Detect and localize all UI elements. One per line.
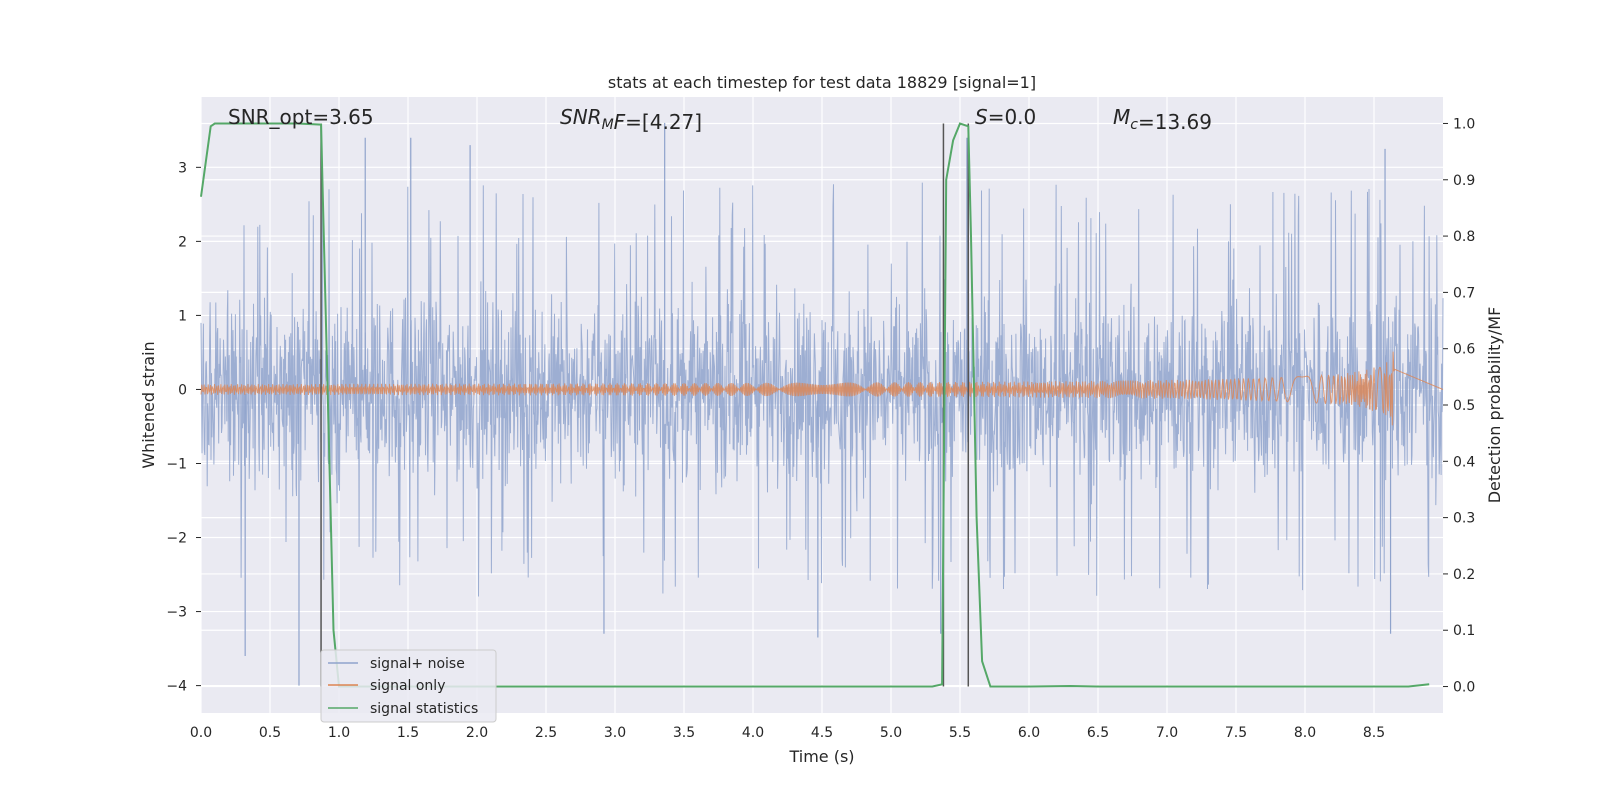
- y-tick-label-right: 0.1: [1453, 623, 1475, 639]
- y-axis-title-left: Whitened strain: [139, 341, 158, 468]
- y-tick-label-right: 0.2: [1453, 567, 1475, 583]
- legend: signal+ noise signal only signal statist…: [320, 649, 497, 723]
- annotation-label: SNR_opt=3.65: [228, 105, 374, 129]
- x-tick-label: 6.5: [1087, 725, 1109, 741]
- x-tick-label: 5.5: [949, 725, 971, 741]
- legend-label-signal-noise: signal+ noise: [370, 656, 465, 672]
- y-tick-label-left: 1: [178, 308, 187, 324]
- annotation-label: S=0.0: [975, 105, 1036, 129]
- annotations: SNR_opt=3.65 SNRMF=[4.27] S=0.0 Mc=13.69: [228, 105, 1212, 134]
- x-tick-label: 4.0: [742, 725, 764, 741]
- y-tick-label-left: −2: [166, 531, 187, 547]
- y-tick-label-left: −1: [166, 456, 187, 472]
- x-tick-label: 8.5: [1363, 725, 1385, 741]
- x-tick-label: 3.5: [673, 725, 695, 741]
- x-tick-label: 4.5: [811, 725, 833, 741]
- signal-only-series: [200, 351, 1444, 426]
- y-ticks-right: 0.0 0.1 0.2 0.3 0.4 0.5 0.6 0.7 0.8 0.9 1.0: [1443, 116, 1475, 696]
- y-tick-label-right: 0.9: [1453, 173, 1475, 189]
- signal-only-line: [200, 351, 1444, 426]
- y-ticks-left: −4 −3 −2 −1 0 1 2 3: [166, 160, 201, 695]
- x-axis-title: Time (s): [788, 747, 854, 766]
- annotation-label: Mc=13.69: [1113, 105, 1212, 134]
- chart-title: stats at each timestep for test data 188…: [608, 73, 1036, 92]
- y-tick-label-right: 0.0: [1453, 680, 1475, 696]
- x-tick-label: 8.0: [1294, 725, 1316, 741]
- y-tick-label-right: 1.0: [1453, 116, 1475, 132]
- y-tick-label-right: 0.4: [1453, 454, 1475, 470]
- signal-statistics-series: [200, 122, 1430, 688]
- x-tick-label: 7.0: [1156, 725, 1178, 741]
- y-tick-label-left: 3: [178, 160, 187, 176]
- y-tick-label-right: 0.3: [1453, 511, 1475, 527]
- y-tick-label-right: 0.6: [1453, 342, 1475, 358]
- y-tick-label-left: −3: [166, 605, 187, 621]
- y-axis-title-right: Detection probability/MF: [1485, 307, 1504, 504]
- x-tick-label: 5.0: [880, 725, 902, 741]
- signal-statistics-line: [200, 122, 1430, 688]
- y-tick-label-left: 0: [178, 382, 187, 398]
- x-tick-label: 2.0: [466, 725, 488, 741]
- y-tick-label-right: 0.8: [1453, 229, 1475, 245]
- y-tick-label-left: −4: [166, 679, 187, 695]
- x-tick-label: 2.5: [535, 725, 557, 741]
- legend-label-signal-only: signal only: [370, 678, 445, 694]
- y-tick-label-right: 0.5: [1453, 398, 1475, 414]
- x-tick-label: 6.0: [1018, 725, 1040, 741]
- y-tick-label-right: 0.7: [1453, 285, 1475, 301]
- legend-box: [320, 649, 497, 723]
- x-tick-label: 7.5: [1225, 725, 1247, 741]
- x-ticks: 0.0 0.5 1.0 1.5 2.0 2.5 3.0 3.5 4.0 4.5 5.0 5.5 6.0 6…: [190, 725, 1385, 741]
- legend-label-signal-statistics: signal statistics: [370, 701, 478, 717]
- x-tick-label: 1.5: [397, 725, 419, 741]
- x-tick-label: 1.0: [328, 725, 350, 741]
- x-tick-label: 3.0: [604, 725, 626, 741]
- annotation-label: SNRMF=[4.27]: [560, 105, 702, 134]
- y-tick-label-left: 2: [178, 234, 187, 250]
- x-tick-label: 0.0: [190, 725, 212, 741]
- x-tick-label: 0.5: [259, 725, 281, 741]
